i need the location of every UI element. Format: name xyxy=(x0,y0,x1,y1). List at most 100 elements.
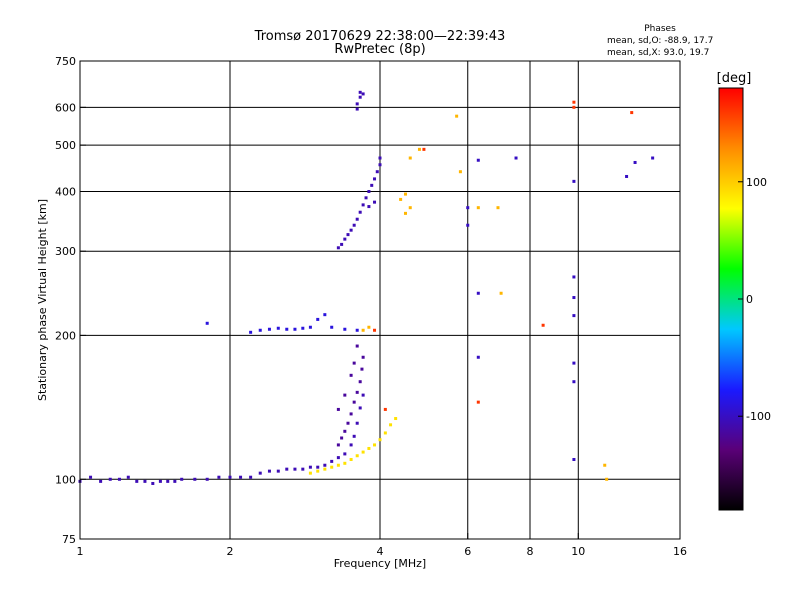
colorbar-tick-label: 100 xyxy=(746,176,767,189)
data-point xyxy=(378,438,382,442)
y-tick-label: 600 xyxy=(55,101,76,114)
data-point xyxy=(316,465,320,469)
data-point xyxy=(466,223,470,227)
data-point xyxy=(343,327,347,331)
data-point xyxy=(258,471,262,475)
data-point xyxy=(476,158,480,162)
data-point xyxy=(355,454,359,458)
data-point xyxy=(422,147,426,151)
data-point xyxy=(276,326,280,330)
data-point xyxy=(651,156,655,160)
data-point xyxy=(355,102,359,106)
data-point xyxy=(399,197,403,201)
data-point xyxy=(308,471,312,475)
y-axis-label: Stationary phase Virtual Height [km] xyxy=(36,199,49,401)
data-point xyxy=(336,456,340,460)
data-point xyxy=(389,423,393,427)
x-tick-label: 6 xyxy=(464,545,471,558)
data-point xyxy=(336,443,340,447)
data-point xyxy=(349,412,353,416)
data-point xyxy=(499,291,503,295)
data-point xyxy=(158,479,162,483)
data-point xyxy=(316,469,320,473)
x-tick-label: 8 xyxy=(527,545,534,558)
data-point xyxy=(605,477,609,481)
data-point xyxy=(89,475,93,479)
data-point xyxy=(355,344,359,348)
data-point xyxy=(352,361,356,365)
data-point xyxy=(364,196,368,200)
data-point xyxy=(355,421,359,425)
colorbar-label: [deg] xyxy=(717,71,752,86)
data-point xyxy=(572,100,576,104)
data-point xyxy=(293,327,297,331)
data-point xyxy=(361,328,365,332)
data-point xyxy=(408,206,412,210)
data-point xyxy=(373,200,377,204)
data-point xyxy=(336,246,340,250)
data-point xyxy=(572,179,576,183)
data-point xyxy=(343,452,347,456)
data-point xyxy=(361,355,365,359)
data-point xyxy=(572,296,576,300)
data-point xyxy=(572,361,576,365)
data-point xyxy=(99,479,103,483)
data-point xyxy=(361,203,365,207)
data-point xyxy=(340,242,344,246)
data-point xyxy=(285,327,289,331)
data-point xyxy=(358,95,362,99)
data-point xyxy=(541,323,545,327)
data-point xyxy=(514,156,518,160)
data-point xyxy=(358,90,362,94)
data-point xyxy=(249,330,253,334)
x-tick-label: 2 xyxy=(227,545,234,558)
data-point xyxy=(301,326,305,330)
data-point xyxy=(355,390,359,394)
data-point xyxy=(572,314,576,318)
data-point xyxy=(355,217,359,221)
colorbar-ticks: 100 0 -100 xyxy=(738,176,771,423)
data-point xyxy=(361,393,365,397)
data-point xyxy=(378,156,382,160)
data-point xyxy=(455,114,459,118)
y-tick-label: 750 xyxy=(55,55,76,68)
data-point xyxy=(476,400,480,404)
data-point xyxy=(476,206,480,210)
data-point xyxy=(316,317,320,321)
data-point xyxy=(330,459,334,463)
data-point xyxy=(403,211,407,215)
data-point xyxy=(205,321,209,325)
data-point xyxy=(367,446,371,450)
data-point xyxy=(267,469,271,473)
data-point xyxy=(293,467,297,471)
data-point xyxy=(349,228,353,232)
data-point xyxy=(239,475,243,479)
data-point xyxy=(126,475,130,479)
y-tick-label: 400 xyxy=(55,185,76,198)
data-point xyxy=(205,477,209,481)
data-point xyxy=(496,206,500,210)
data-point xyxy=(476,291,480,295)
data-point xyxy=(403,192,407,196)
data-point xyxy=(343,237,347,241)
data-point xyxy=(466,206,470,210)
data-point xyxy=(358,210,362,214)
data-point xyxy=(349,373,353,377)
grid-lines xyxy=(80,61,680,539)
y-axis: 75 100 200 300 400 500 600 750 xyxy=(55,55,86,546)
phase-info-o: mean, sd,O: -88.9, 17.7 xyxy=(607,36,713,46)
data-point xyxy=(343,393,347,397)
data-point xyxy=(193,477,197,481)
x-tick-label: 4 xyxy=(377,545,384,558)
data-point xyxy=(323,313,327,317)
data-points xyxy=(78,90,655,485)
data-point xyxy=(267,327,271,331)
data-point xyxy=(572,275,576,279)
data-point xyxy=(370,183,374,187)
x-tick-label: 16 xyxy=(673,545,687,558)
data-point xyxy=(352,400,356,404)
data-point xyxy=(166,479,170,483)
data-point xyxy=(572,105,576,109)
data-point xyxy=(108,477,112,481)
